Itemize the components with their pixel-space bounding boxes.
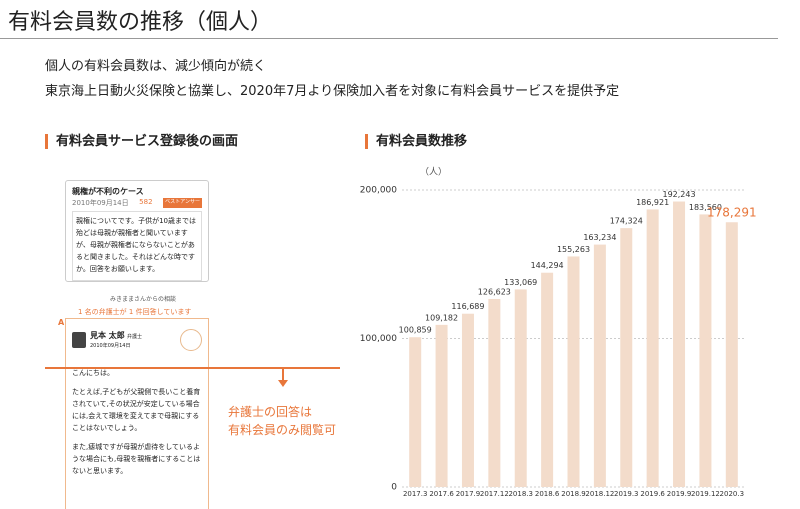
question-card: 親権が不利のケース 2010年09月14日 582 ベストアンサー 親権について… bbox=[65, 180, 209, 282]
value-label: 163,234 bbox=[583, 233, 616, 242]
x-tick-label: 2018.9 bbox=[561, 490, 586, 498]
x-tick-label: 2017.6 bbox=[429, 490, 454, 498]
x-tick-label: 2017.12 bbox=[480, 490, 509, 498]
bar bbox=[646, 209, 659, 488]
y-tick-label: 100,000 bbox=[360, 334, 397, 344]
callout: 弁護士の回答は 有料会員のみ閲覧可 bbox=[228, 403, 336, 439]
callout-line: 弁護士の回答は bbox=[228, 405, 313, 419]
chart: （人） 0 100,000 200,000 2017.3 100,859 2017.6 10… bbox=[360, 167, 757, 499]
answer-para: こんにちは。 bbox=[72, 369, 114, 377]
value-label: 116,689 bbox=[451, 302, 484, 311]
overlay bbox=[45, 367, 340, 387]
callout-line: 有料会員のみ閲覧可 bbox=[228, 423, 337, 437]
value-label: 186,921 bbox=[636, 198, 669, 207]
value-label: 144,294 bbox=[531, 261, 564, 270]
title-rule bbox=[0, 38, 778, 39]
bar bbox=[488, 298, 501, 487]
slide-title: 有料会員数の推移（個人） bbox=[8, 10, 273, 35]
value-label: 183,560 bbox=[689, 203, 722, 212]
x-tick-label: 2019.9 bbox=[667, 490, 692, 498]
bar bbox=[461, 313, 474, 487]
value-label: 133,069 bbox=[504, 278, 537, 287]
x-tick-label: 2017.3 bbox=[403, 490, 428, 498]
value-label: 100,859 bbox=[399, 326, 432, 335]
bar bbox=[620, 228, 633, 488]
section-heading: 有料会員数推移 bbox=[365, 134, 467, 149]
x-tick-label: 2019.6 bbox=[640, 490, 665, 498]
answer-card: A 見本 太郎 弁護士 2010年09月14日 こんにちは。 たとえば,子どもが… bbox=[58, 318, 209, 509]
x-tick-label: 2018.12 bbox=[585, 490, 614, 498]
badge: ベストアンサー bbox=[163, 198, 202, 208]
lawyer-name: 見本 太郎 bbox=[90, 331, 125, 340]
answer-head: 見本 太郎 弁護士 2010年09月14日 bbox=[72, 329, 202, 351]
x-tick-label: 2018.3 bbox=[508, 490, 533, 498]
answer-mark: A bbox=[58, 318, 65, 327]
x-tick-label: 2020.3 bbox=[720, 490, 745, 498]
y-tick-label: 0 bbox=[391, 483, 397, 493]
question-author: みきままさんからの相談 bbox=[110, 296, 177, 303]
bar bbox=[699, 214, 712, 487]
value-label: 109,182 bbox=[425, 313, 458, 322]
answer-para: たとえば,子どもが父親側で長いこと養育されていて,その状況が安定している場合には… bbox=[72, 388, 201, 432]
bullet: 東京海上日動火災保険と協業し、2020年7月より保険加入者を対象に有料会員サービ… bbox=[45, 84, 620, 99]
bar bbox=[514, 289, 527, 487]
bar bbox=[593, 244, 606, 487]
x-tick-label: 2017.9 bbox=[456, 490, 481, 498]
bar bbox=[725, 222, 738, 488]
answer-para: また,瘧城ですが母親が虐待をしているような場合にも,母親を親権者にすることはない… bbox=[72, 443, 201, 475]
arrow-head bbox=[278, 380, 288, 387]
answer-date: 2010年09月14日 bbox=[90, 343, 131, 349]
bullet: 個人の有料会員数は、減少傾向が続く bbox=[45, 59, 267, 74]
bar bbox=[567, 256, 580, 487]
value-label: 155,263 bbox=[557, 245, 590, 254]
unit-label: （人） bbox=[420, 167, 447, 178]
value-label: 126,623 bbox=[478, 287, 511, 296]
avatar bbox=[72, 332, 86, 348]
bar bbox=[541, 272, 554, 487]
lawyer-role: 弁護士 bbox=[127, 334, 143, 340]
section-heading: 有料会員サービス登録後の画面 bbox=[45, 134, 238, 149]
bar bbox=[435, 324, 448, 487]
y-tick-label: 200,000 bbox=[360, 186, 397, 196]
value-label: 178,291 bbox=[707, 206, 757, 220]
question-date: 2010年09月14日 bbox=[72, 199, 129, 207]
answer-count: 1 名の弁護士が 1 件回答しています bbox=[78, 308, 192, 316]
x-tick-label: 2018.6 bbox=[535, 490, 560, 498]
value-label: 174,324 bbox=[610, 217, 643, 226]
bar bbox=[673, 201, 686, 487]
views: 582 bbox=[139, 198, 153, 206]
question-title: 親権が不利のケース bbox=[72, 187, 144, 196]
stamp bbox=[180, 329, 202, 351]
question-meta: 2010年09月14日 582 ベストアンサー bbox=[72, 198, 202, 208]
x-tick-label: 2019.3 bbox=[614, 490, 639, 498]
value-label: 192,243 bbox=[662, 190, 695, 199]
x-tick-label: 2019.12 bbox=[691, 490, 720, 498]
question-body: 親権についてです。子供が10歳までは殆どは母親が親権者と聞いていますが、母親が親… bbox=[72, 211, 202, 281]
bar bbox=[409, 337, 422, 487]
